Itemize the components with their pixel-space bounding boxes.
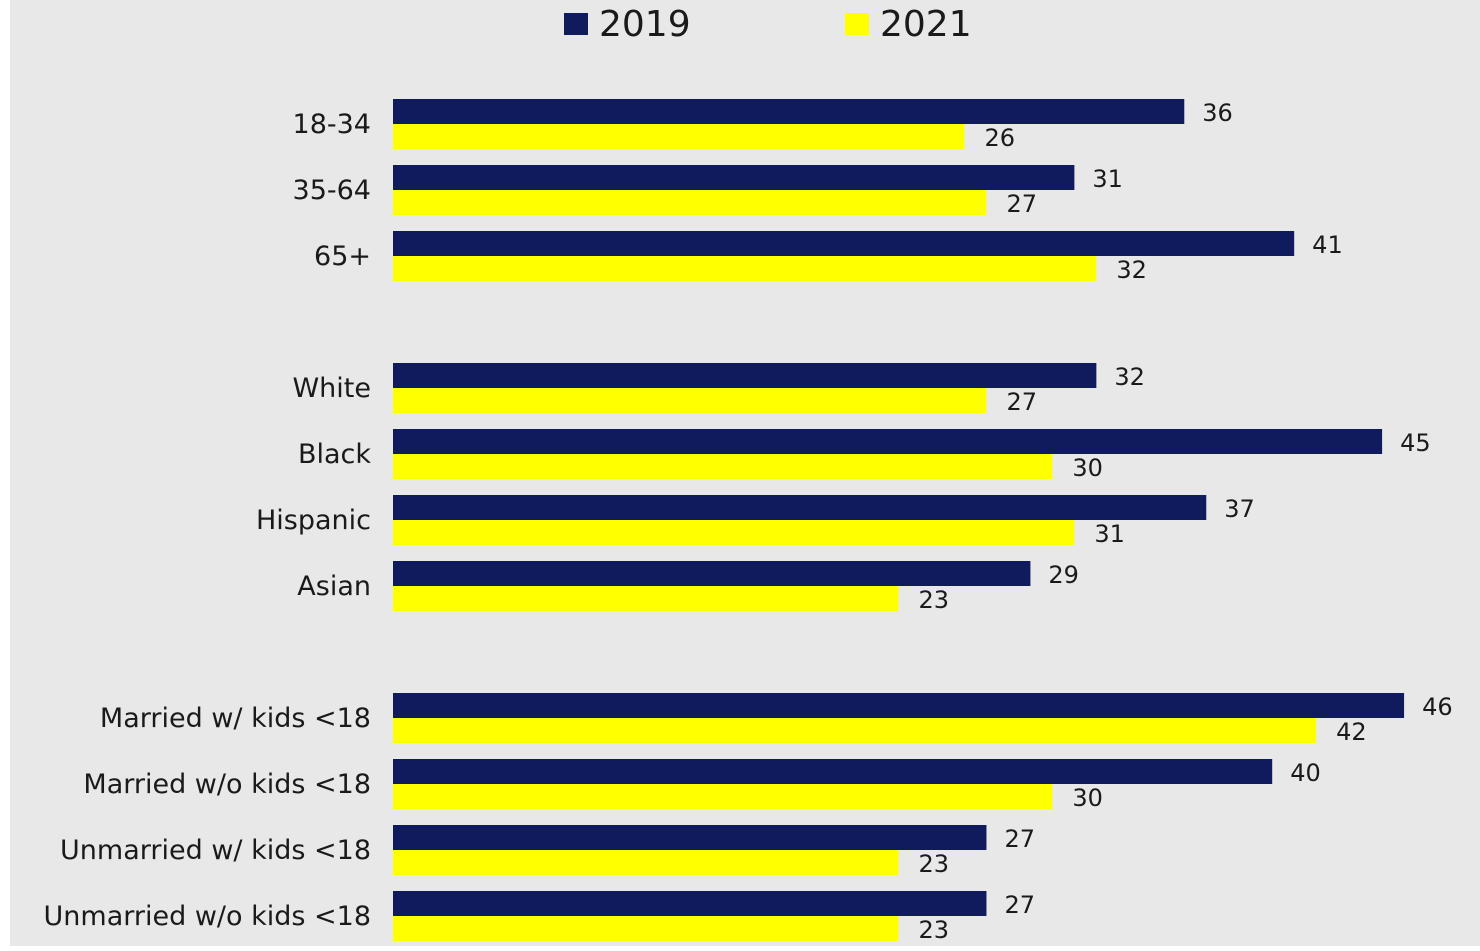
legend-swatch-2021 [845,13,869,35]
value-label-2021-black: 30 [1072,454,1103,482]
category-label-white: White [292,373,371,404]
category-label-65: 65+ [314,241,371,272]
category-label-18-34: 18-34 [293,109,371,140]
category-label-married-w-o-kids-lt18: Married w/o kids <18 [83,769,371,800]
category-label-35-64: 35-64 [293,175,371,206]
bar-2019-unmarried-w-o-kids-lt18 [393,891,987,916]
bar-2021-unmarried-w-kids-lt18 [393,850,899,875]
value-label-2019-18-34: 36 [1202,99,1233,127]
value-label-2019-black: 45 [1400,429,1431,457]
value-label-2019-hispanic: 37 [1224,495,1255,523]
value-label-2019-35-64: 31 [1092,165,1123,193]
bar-2019-married-w-o-kids-lt18 [393,759,1273,784]
bar-2021-18-34 [393,124,965,149]
value-label-2021-white: 27 [1006,388,1037,416]
value-label-2019-unmarried-w-o-kids-lt18: 27 [1004,891,1035,919]
bar-2021-black [393,454,1053,479]
value-label-2021-married-w-o-kids-lt18: 30 [1072,784,1103,812]
value-label-2021-unmarried-w-o-kids-lt18: 23 [919,916,950,944]
category-label-unmarried-w-kids-lt18: Unmarried w/ kids <18 [60,835,371,866]
value-label-2021-asian: 23 [919,586,950,614]
bar-2021-unmarried-w-o-kids-lt18 [393,916,899,941]
value-labels: 36 26 31 27 41 32 32 27 45 30 37 31 29 23 46 42 40 30 27 23… [919,99,1453,944]
value-label-2021-65: 32 [1116,256,1147,284]
bar-2021-65 [393,256,1097,281]
bar-2021-asian [393,586,899,611]
value-label-2019-asian: 29 [1048,561,1079,589]
value-label-2019-65: 41 [1312,231,1343,259]
bar-2021-hispanic [393,520,1075,545]
value-label-2021-hispanic: 31 [1094,520,1125,548]
bar-2019-asian [393,561,1031,586]
legend: 2019 2021 [564,4,972,45]
legend-label-2019: 2019 [599,4,691,45]
category-labels: 18-34 35-64 65+ White Black Hispanic Asian Marr… [44,109,372,932]
bar-2021-married-w-o-kids-lt18 [393,784,1053,809]
bar-2021-white [393,388,987,413]
bar-2019-18-34 [393,99,1185,124]
bar-2019-65 [393,231,1295,256]
category-label-married-w-kids-lt18: Married w/ kids <18 [100,703,371,734]
value-label-2019-married-w-kids-lt18: 46 [1422,693,1453,721]
bar-2021-35-64 [393,190,987,215]
value-label-2021-unmarried-w-kids-lt18: 23 [919,850,950,878]
value-label-2019-white: 32 [1114,363,1145,391]
bar-2021-married-w-kids-lt18 [393,718,1317,743]
category-label-asian: Asian [297,571,371,602]
category-label-hispanic: Hispanic [256,505,371,536]
value-label-2021-18-34: 26 [984,124,1015,152]
bar-2019-white [393,363,1097,388]
value-label-2021-married-w-kids-lt18: 42 [1336,718,1367,746]
value-label-2019-married-w-o-kids-lt18: 40 [1290,759,1321,787]
legend-swatch-2019 [564,13,588,35]
bar-2019-married-w-kids-lt18 [393,693,1405,718]
category-label-black: Black [298,439,371,470]
value-label-2021-35-64: 27 [1006,190,1037,218]
category-label-unmarried-w-o-kids-lt18: Unmarried w/o kids <18 [44,901,371,932]
bars [393,99,1405,941]
bar-2019-black [393,429,1383,454]
legend-label-2021: 2021 [880,4,972,45]
bar-2019-unmarried-w-kids-lt18 [393,825,987,850]
bar-2019-hispanic [393,495,1207,520]
bar-2019-35-64 [393,165,1075,190]
value-label-2019-unmarried-w-kids-lt18: 27 [1004,825,1035,853]
